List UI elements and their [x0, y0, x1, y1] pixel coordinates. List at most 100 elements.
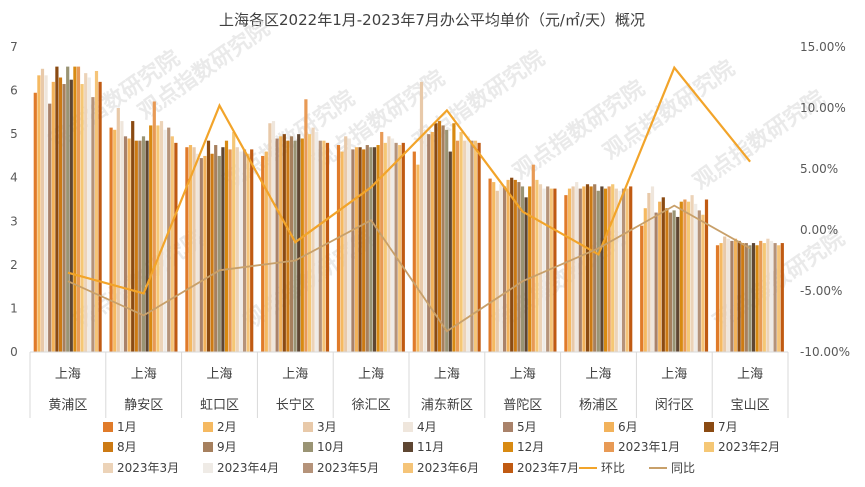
bar — [380, 131, 384, 352]
bar — [152, 101, 156, 353]
bar — [362, 149, 366, 352]
legend-swatch — [103, 463, 113, 473]
legend-swatch — [503, 422, 513, 432]
bar — [668, 212, 673, 352]
bar — [116, 108, 120, 352]
legend: 1月 2月 3月 4月 5月 6月 7月 8月 9月 10月 11月 12月 2023年1月 2023年2… — [103, 420, 780, 475]
bar — [647, 192, 651, 352]
bar — [311, 127, 315, 352]
bar — [51, 81, 55, 353]
category-label-top: 上海 — [282, 367, 308, 382]
bar — [748, 245, 752, 352]
bar — [69, 79, 73, 353]
bar — [477, 142, 481, 352]
bar — [336, 145, 341, 352]
bar — [383, 142, 387, 352]
bar — [322, 140, 326, 352]
bar — [203, 155, 207, 352]
bar — [492, 182, 496, 352]
category-label-top: 上海 — [55, 367, 81, 382]
bar — [564, 195, 568, 352]
y-right-tick-label: -5.00% — [800, 284, 842, 298]
legend-label: 1月 — [117, 420, 137, 434]
bar — [585, 184, 590, 352]
bar — [665, 208, 669, 352]
bar — [217, 155, 221, 352]
y-left-tick-label: 0 — [10, 345, 18, 359]
bar — [744, 243, 748, 352]
bar — [358, 147, 362, 352]
legend-swatch — [203, 463, 213, 473]
bar — [221, 147, 225, 352]
bar — [611, 184, 615, 352]
legend-swatch — [604, 442, 614, 452]
bar — [596, 190, 600, 352]
bar — [390, 138, 395, 352]
bar — [661, 197, 665, 352]
category-label-bottom: 杨浦区 — [579, 398, 618, 413]
bar — [344, 136, 348, 352]
legend-swatch — [303, 442, 313, 452]
bar — [419, 81, 424, 353]
bar — [531, 164, 535, 352]
y-right-tick-label: 15.00% — [800, 40, 846, 54]
bar — [578, 188, 582, 352]
bar — [44, 75, 48, 352]
legend-label: 10月 — [317, 440, 344, 454]
bar — [416, 164, 420, 352]
bar — [495, 190, 499, 352]
bar — [232, 131, 236, 352]
legend-swatch — [303, 422, 313, 432]
bar — [275, 138, 279, 352]
bar — [369, 147, 373, 352]
bar — [733, 238, 738, 352]
bar — [113, 129, 117, 352]
legend-swatch — [604, 422, 614, 432]
bar — [607, 186, 611, 352]
legend-label: 环比 — [601, 461, 625, 475]
legend-swatch — [403, 463, 413, 473]
bar — [755, 245, 759, 352]
category-label-top: 上海 — [585, 367, 611, 382]
y-left-tick-label: 2 — [10, 258, 18, 272]
bar — [535, 179, 539, 352]
bar — [448, 151, 452, 352]
bar — [55, 66, 59, 353]
bar — [672, 210, 676, 352]
bar — [325, 142, 330, 352]
bar — [192, 147, 196, 352]
bar — [730, 240, 734, 352]
bar — [206, 140, 211, 352]
bar — [33, 92, 37, 352]
legend-label: 2023年4月 — [217, 461, 279, 475]
bar — [517, 182, 521, 352]
bar — [123, 136, 128, 352]
bar — [159, 121, 164, 352]
legend-label: 2023年1月 — [618, 440, 680, 454]
bar — [167, 127, 171, 352]
bar — [73, 66, 77, 353]
bar — [650, 186, 655, 352]
bar — [62, 84, 66, 352]
bar — [470, 140, 474, 352]
category-label-bottom: 静安区 — [124, 398, 163, 413]
bar — [459, 131, 463, 352]
bar — [737, 240, 741, 352]
bar — [549, 188, 553, 352]
legend-label: 2月 — [217, 420, 237, 434]
legend-label: 5月 — [517, 420, 537, 434]
bar — [94, 70, 99, 353]
category-label-top: 上海 — [661, 367, 687, 382]
bar — [593, 184, 597, 352]
legend-swatch — [103, 422, 113, 432]
bar — [445, 129, 449, 352]
bar — [603, 188, 608, 352]
bar — [351, 149, 355, 352]
bar — [528, 186, 532, 352]
bar — [546, 186, 550, 352]
category-label-bottom: 虹口区 — [200, 398, 239, 413]
axes-group: 0 1 2 3 4 5 6 7 -10.00% -5.00% 0.00% 5.00% 10.00% 15.… — [10, 40, 850, 418]
bar — [520, 186, 525, 352]
y-left-tick-label: 3 — [10, 214, 18, 228]
